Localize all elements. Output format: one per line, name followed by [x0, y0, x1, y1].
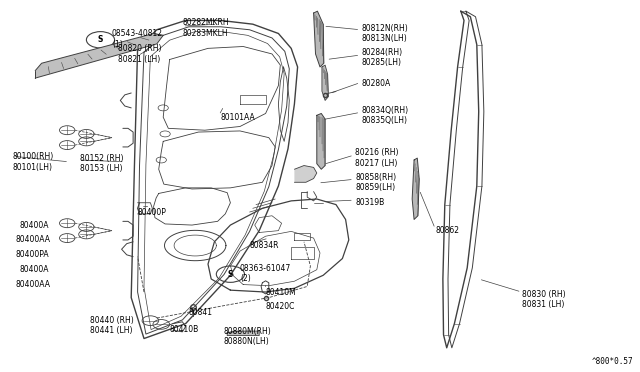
Text: ^800*0.57: ^800*0.57: [592, 357, 634, 366]
Text: 80400AA: 80400AA: [16, 280, 51, 289]
Text: 80841: 80841: [189, 308, 212, 317]
Text: 80834R: 80834R: [250, 241, 279, 250]
Text: 80820 (RH)
80821 (LH): 80820 (RH) 80821 (LH): [118, 44, 162, 64]
Text: 80282MKRH
80283MKLH: 80282MKRH 80283MKLH: [182, 18, 229, 38]
Text: 80101AA: 80101AA: [221, 113, 255, 122]
Text: 80862: 80862: [435, 226, 460, 235]
Text: 80100(RH)
80101(LH): 80100(RH) 80101(LH): [13, 152, 54, 171]
Text: 80284(RH)
80285(LH): 80284(RH) 80285(LH): [362, 48, 403, 67]
Text: 80216 (RH)
80217 (LH): 80216 (RH) 80217 (LH): [355, 148, 399, 168]
Text: 80410B: 80410B: [170, 325, 199, 334]
Text: 80858(RH)
80859(LH): 80858(RH) 80859(LH): [355, 173, 396, 192]
Polygon shape: [412, 158, 419, 219]
Text: 80400PA: 80400PA: [16, 250, 50, 259]
Text: 80400A: 80400A: [19, 265, 49, 274]
Text: 80400AA: 80400AA: [16, 235, 51, 244]
Text: 80830 (RH)
80831 (LH): 80830 (RH) 80831 (LH): [522, 290, 565, 309]
Polygon shape: [322, 65, 328, 100]
Polygon shape: [35, 33, 163, 78]
Text: 80410M: 80410M: [266, 288, 296, 296]
Text: 80280A: 80280A: [362, 79, 391, 88]
Text: 80812N(RH)
80813N(LH): 80812N(RH) 80813N(LH): [362, 24, 408, 43]
Polygon shape: [314, 11, 324, 67]
Text: 80880M(RH)
80880N(LH): 80880M(RH) 80880N(LH): [224, 327, 272, 346]
Text: 80834Q(RH)
80835Q(LH): 80834Q(RH) 80835Q(LH): [362, 106, 409, 125]
Polygon shape: [227, 331, 259, 336]
Text: 80152 (RH)
80153 (LH): 80152 (RH) 80153 (LH): [80, 154, 124, 173]
Polygon shape: [294, 166, 317, 182]
Text: S: S: [98, 35, 103, 44]
Text: 80319B: 80319B: [355, 198, 385, 207]
Text: 80420C: 80420C: [266, 302, 295, 311]
Text: 08363-61047
(2): 08363-61047 (2): [240, 264, 291, 283]
Polygon shape: [317, 113, 325, 169]
Text: 80440 (RH)
80441 (LH): 80440 (RH) 80441 (LH): [90, 316, 133, 335]
Text: 08543-40812
(1): 08543-40812 (1): [112, 29, 163, 49]
Text: 80400P: 80400P: [138, 208, 166, 217]
Text: 80400A: 80400A: [19, 221, 49, 230]
Text: S: S: [228, 270, 233, 279]
